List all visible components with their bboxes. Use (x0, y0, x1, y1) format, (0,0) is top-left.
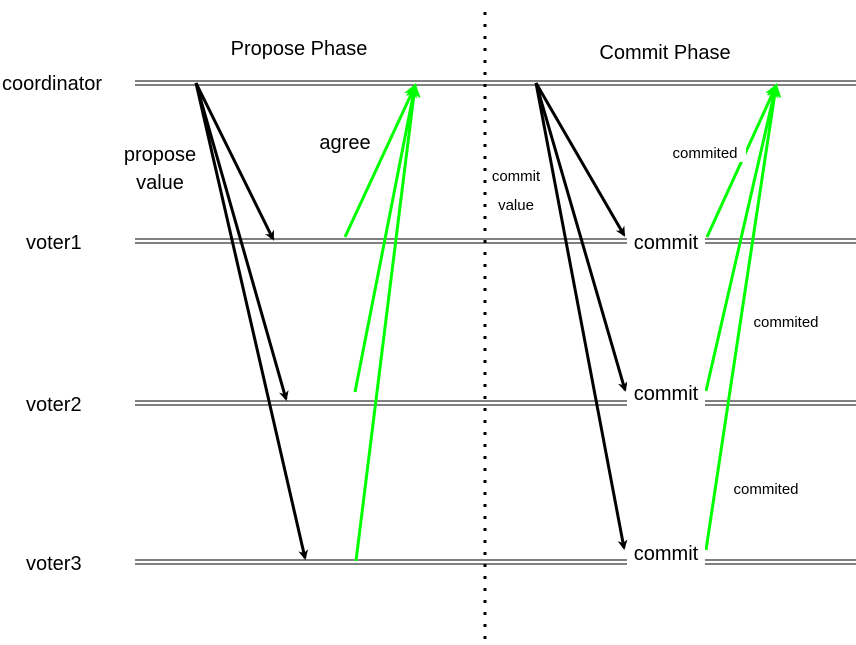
commited-label-2: commited (753, 314, 818, 331)
commit-phase-title: Commit Phase (599, 42, 730, 64)
commit-voter2-bg (627, 381, 705, 407)
commited-3-bg (725, 479, 807, 499)
propose-arrow-voter3 (194, 82, 309, 560)
propose-phase-title: Propose Phase (231, 38, 368, 60)
actor-voter1: voter1 (26, 232, 82, 254)
commit-value-label-line2: value (498, 197, 534, 214)
actor-coordinator: coordinator (2, 73, 102, 95)
voter3-lifeline (135, 559, 856, 565)
commited-label-3: commited (733, 481, 798, 498)
propose-arrow-voter1 (194, 82, 275, 241)
commit-arrow-voter1 (534, 82, 626, 237)
propose-label-bg (115, 140, 205, 198)
commited-arrow-voter3 (704, 83, 782, 551)
commit-arrow-voter2 (534, 82, 628, 392)
commit-value-label-bg (487, 163, 545, 215)
voter1-lifeline (135, 238, 856, 244)
actor-voter2: voter2 (26, 394, 82, 416)
agree-arrow-voter2 (353, 83, 420, 393)
propose-value-label-line2: value (136, 172, 184, 194)
actor-voter3: voter3 (26, 553, 82, 575)
voter2-lifeline (135, 400, 856, 406)
commit-voter1-bg (627, 229, 705, 255)
commited-2-bg (745, 312, 827, 332)
commit-arrow-voter3 (534, 82, 628, 550)
commit-label-voter3: commit (634, 543, 699, 565)
commited-label-1: commited (672, 145, 737, 162)
agree-label: agree (319, 132, 370, 154)
propose-arrow-voter2 (194, 82, 289, 401)
commited-1-bg (664, 142, 746, 162)
coordinator-lifeline (135, 80, 856, 86)
propose-value-label-line1: propose (124, 144, 196, 166)
commit-label-voter2: commit (634, 383, 699, 405)
commit-value-label-line1: commit (492, 168, 541, 185)
commit-voter3-bg (627, 541, 705, 567)
commit-label-voter1: commit (634, 232, 699, 254)
agree-arrow-voter3 (354, 83, 421, 562)
agree-arrow-voter1 (343, 83, 417, 238)
commited-arrow-voter2 (704, 83, 781, 392)
